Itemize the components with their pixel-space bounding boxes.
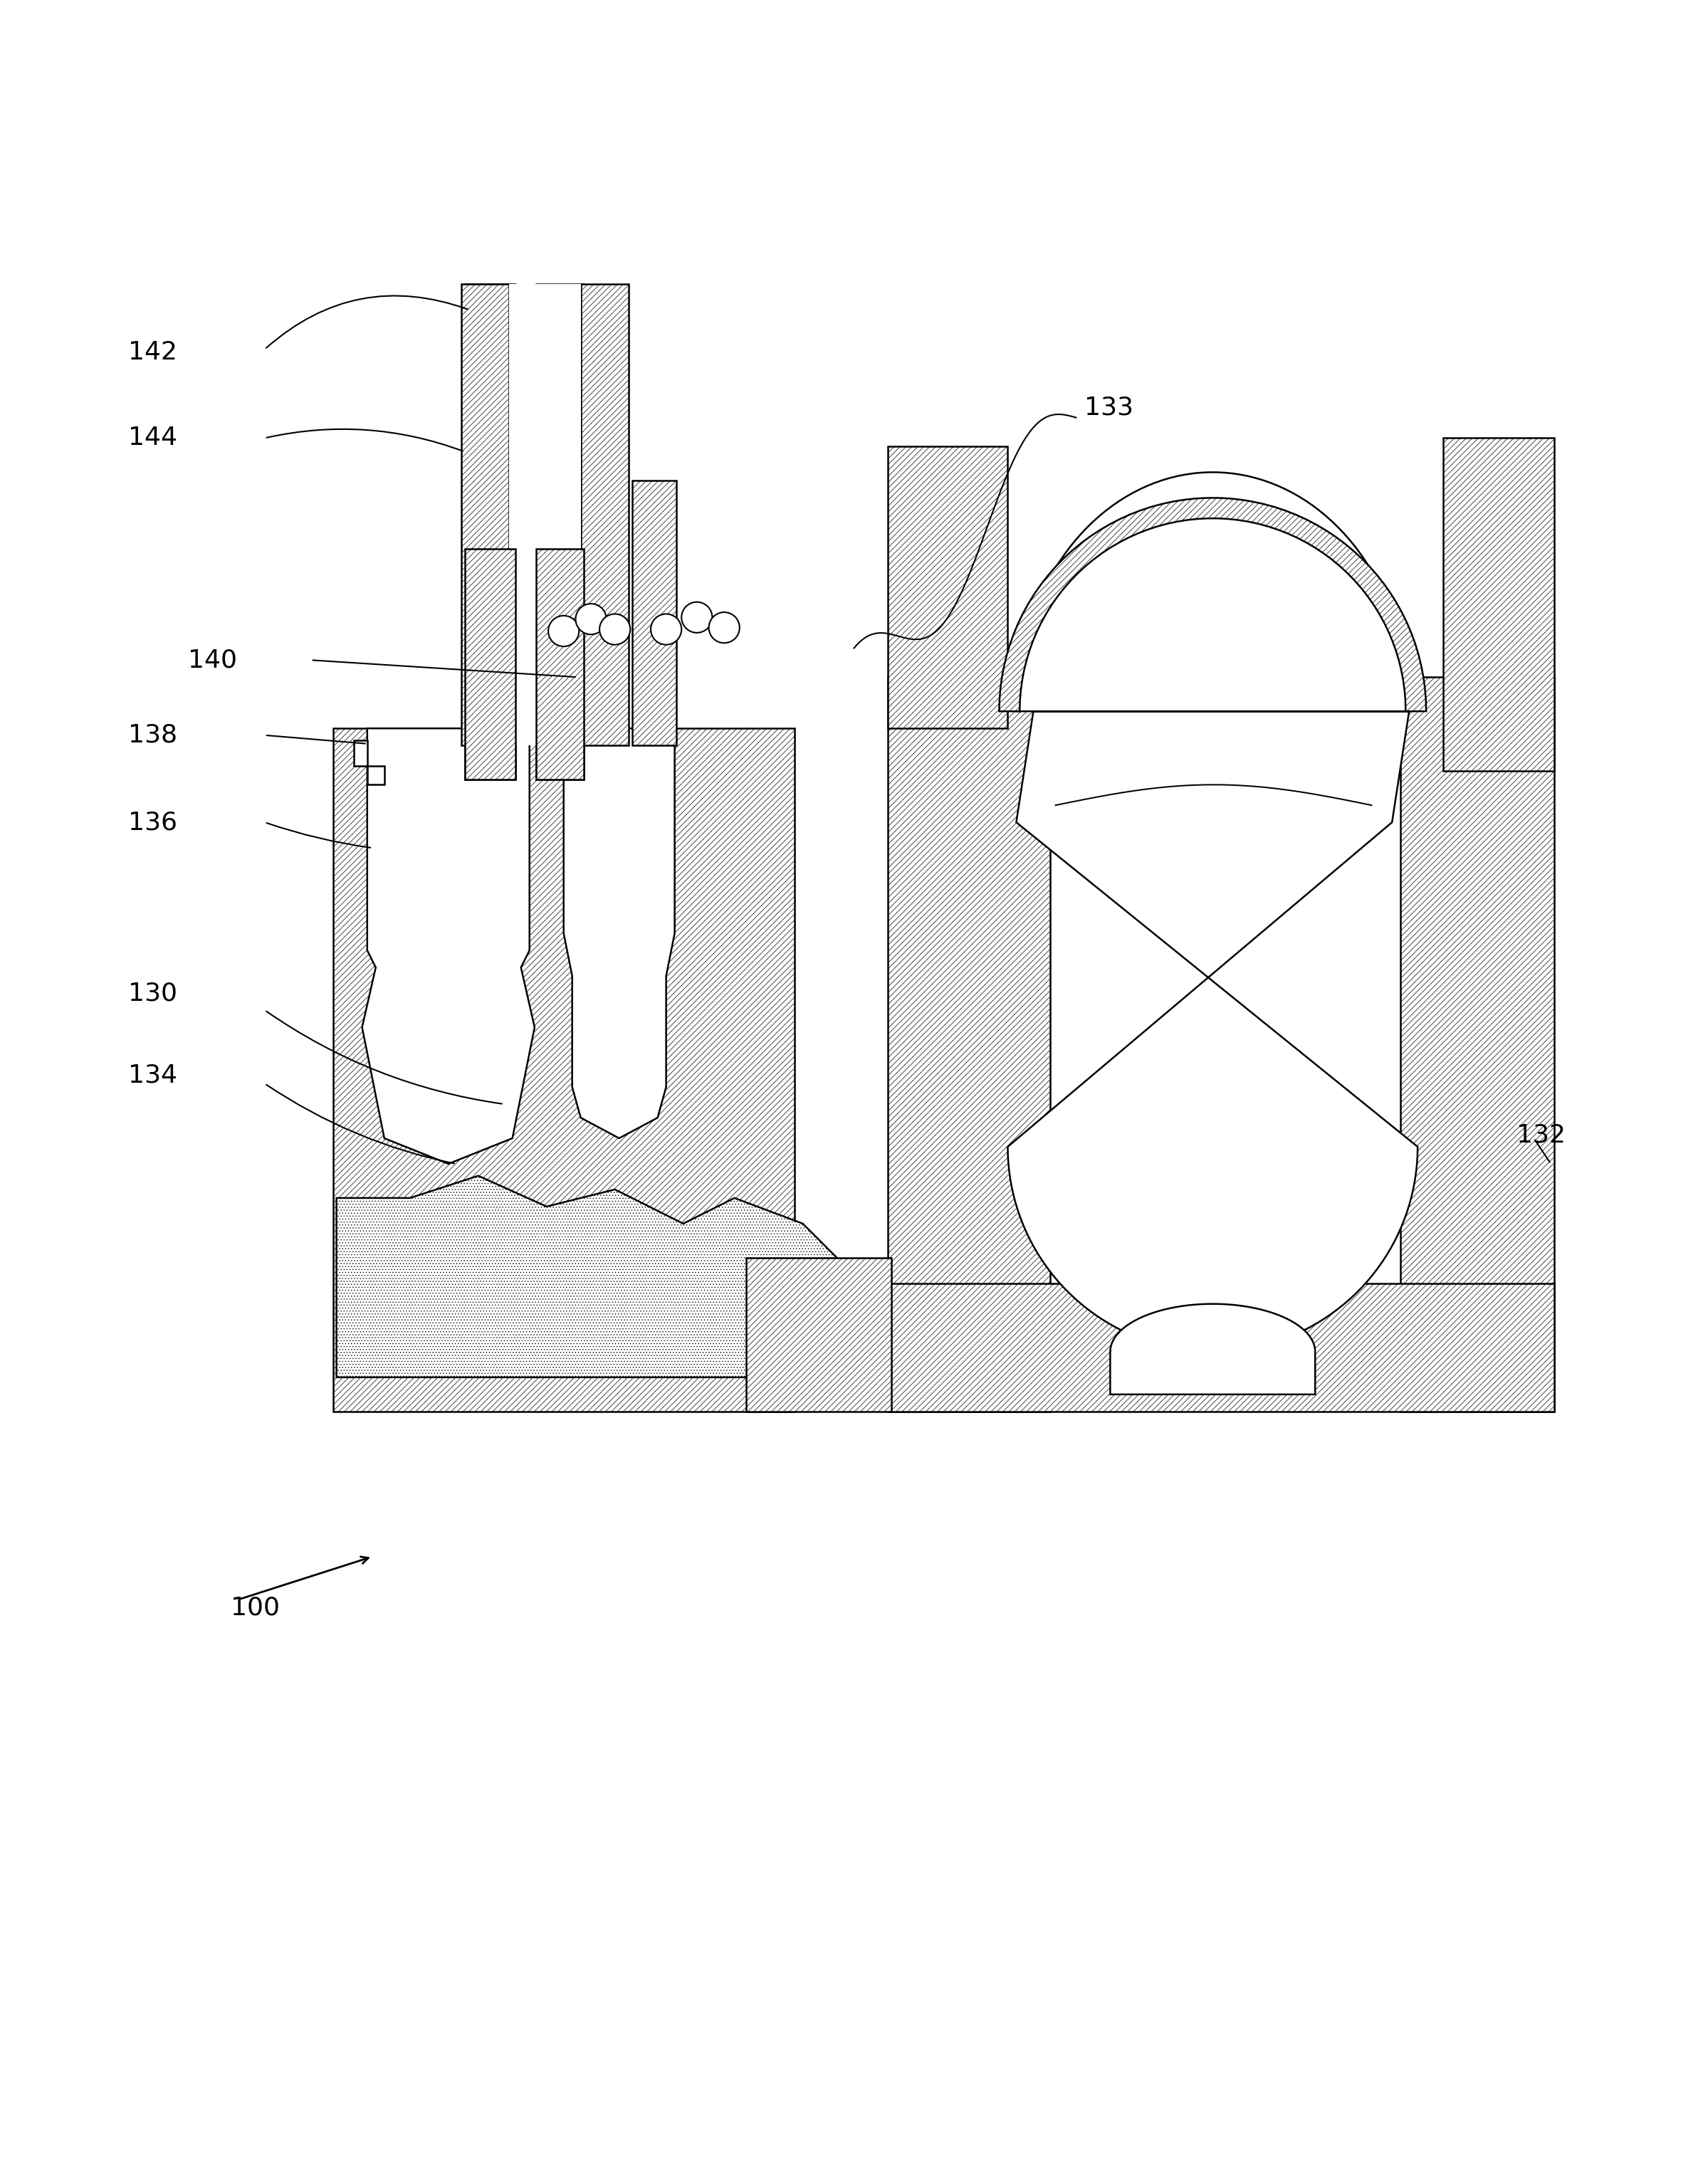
Polygon shape (336, 1176, 854, 1378)
Bar (746, 1259, 892, 1411)
Bar (536, 285, 584, 780)
Text: 140: 140 (188, 648, 237, 672)
Bar (888, 676, 1050, 1411)
Bar (581, 285, 629, 746)
Text: 132: 132 (1517, 1122, 1566, 1148)
Circle shape (576, 604, 606, 635)
Circle shape (709, 613, 740, 644)
Polygon shape (1008, 472, 1418, 1352)
Text: 134: 134 (128, 1063, 178, 1087)
Bar (888, 1283, 1554, 1411)
Bar (888, 446, 1008, 728)
Polygon shape (362, 728, 535, 1163)
Polygon shape (1110, 1304, 1315, 1394)
Text: 144: 144 (128, 426, 178, 450)
Text: 100: 100 (231, 1596, 280, 1620)
Text: 138: 138 (128, 724, 178, 748)
Bar (536, 550, 584, 780)
Bar (333, 728, 794, 1411)
Bar (461, 285, 509, 746)
Bar (465, 285, 516, 780)
Bar (1401, 676, 1554, 1411)
Text: 133: 133 (1085, 396, 1134, 420)
Polygon shape (564, 728, 675, 1139)
Circle shape (600, 613, 630, 646)
Circle shape (651, 613, 681, 646)
Text: 142: 142 (128, 341, 178, 365)
Bar (632, 480, 676, 746)
Bar (1443, 437, 1554, 772)
Bar (465, 550, 516, 780)
Polygon shape (509, 285, 581, 746)
Text: 130: 130 (128, 980, 178, 1004)
Polygon shape (354, 741, 384, 785)
Text: 136: 136 (128, 811, 178, 835)
Polygon shape (999, 498, 1426, 711)
Circle shape (548, 615, 579, 646)
Circle shape (681, 602, 712, 633)
